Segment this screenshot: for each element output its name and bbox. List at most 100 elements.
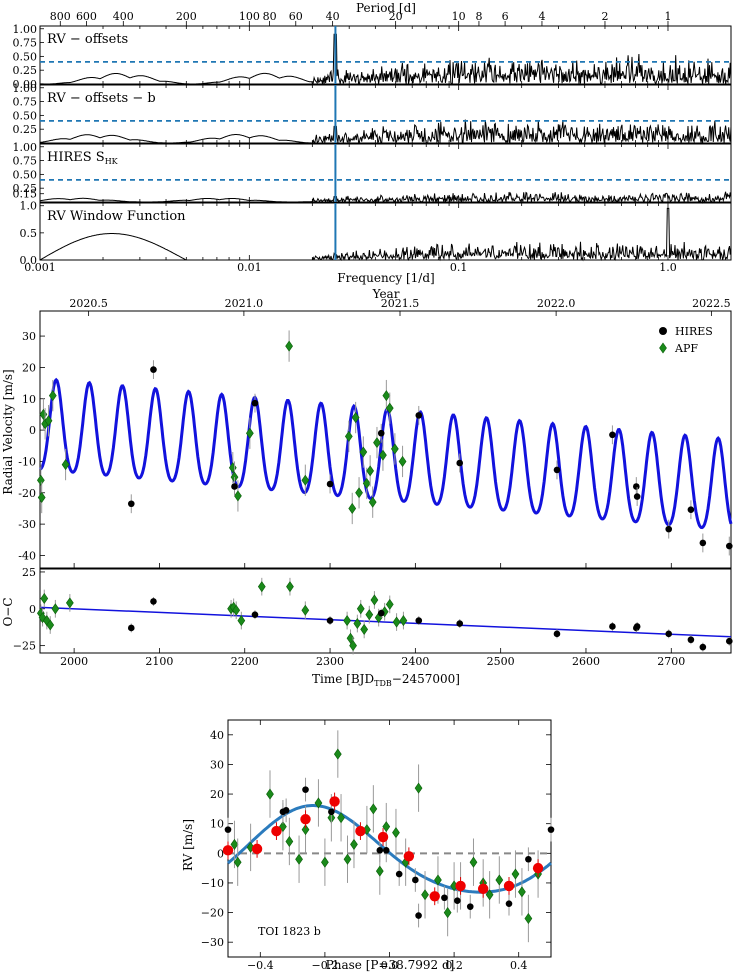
hires-phase-point — [282, 807, 290, 814]
apf-phase-point — [518, 886, 526, 898]
xtick-label: 2100 — [145, 655, 173, 668]
apf-phase-point — [443, 907, 452, 919]
xtick-label: 2200 — [231, 655, 259, 668]
ytick-label: 0.50 — [13, 168, 38, 181]
phased-rv-panel: −30 −20 −10 0 10 20 30 40 −0.4 −0.2 0.0 0.2 0.4 TOI 1… — [201, 719, 555, 972]
binned-point — [300, 814, 311, 825]
hires-phase-point — [454, 897, 461, 905]
period-tick-label: 800 — [50, 10, 71, 23]
panel-title: RV − offsets − b — [47, 91, 156, 106]
apf-point — [368, 496, 377, 508]
legend-label: HIRES — [675, 325, 713, 338]
apf-residual — [301, 604, 310, 616]
hires-point — [553, 466, 561, 474]
hires-point — [251, 399, 259, 407]
hires-point — [377, 429, 385, 437]
apf-residual — [343, 615, 351, 627]
apf-residual — [349, 640, 357, 652]
apf-residual — [51, 603, 60, 615]
year-ticks: 2020.5 2021.0 2021.5 2022.0 2022.5 — [69, 297, 731, 316]
period-tick-label: 80 — [263, 10, 277, 23]
apf-point — [37, 491, 46, 504]
periodogram-panel: 0.250.500.751.00 RV − offsets − b — [13, 82, 732, 145]
period-tick-label: 4 — [538, 10, 545, 23]
residual-ylabel: O−C — [1, 597, 15, 626]
hires-point — [456, 459, 464, 467]
ytick-label: 0 — [29, 424, 36, 437]
hires-point — [699, 539, 707, 547]
year-tick-label: 2020.5 — [69, 297, 108, 310]
year-tick-label: 2021.5 — [381, 297, 420, 310]
hires-phase-point — [547, 826, 555, 833]
hires-phase-point — [395, 870, 403, 878]
hires-residual — [251, 611, 259, 618]
year-axis-label: Year — [372, 287, 400, 301]
apf-phase-point — [337, 812, 345, 824]
panel-frame — [39, 84, 732, 144]
ytick-label: 0.50 — [13, 109, 38, 122]
apf-phase-point — [495, 874, 504, 886]
apf-point — [382, 390, 391, 402]
hires-residual — [553, 630, 561, 638]
ytick-label: 0.75 — [13, 96, 38, 109]
xtick-label: 2000 — [60, 655, 88, 668]
hires-point — [725, 542, 733, 550]
year-tick-label: 2022.5 — [692, 297, 731, 310]
hires-residual — [326, 617, 334, 624]
apf-phase-point — [511, 868, 520, 880]
apf-phase-point — [369, 803, 378, 815]
ytick-label: 30 — [210, 758, 224, 771]
apf-point — [366, 465, 375, 477]
xtick-label: 2700 — [657, 655, 685, 668]
hires-phase-point — [328, 808, 335, 816]
period-tick-label: 400 — [113, 10, 134, 23]
period-ticks: 800 600 400 200 100 80 60 40 20 10 8 6 4 2 1 — [50, 10, 671, 26]
hires-point — [415, 412, 423, 419]
apf-point — [359, 446, 368, 458]
xtick-label: 0.2 — [445, 959, 463, 972]
ytick-label: -30 — [18, 518, 36, 531]
apf-phase-point — [392, 827, 400, 839]
xtick-label: −0.4 — [247, 959, 274, 972]
hires-residual — [377, 609, 385, 617]
planet-annotation: TOI 1823 b — [258, 925, 321, 938]
hires-phase-point — [441, 894, 448, 902]
apf-phase-point — [350, 838, 358, 850]
xtick-label: 2400 — [401, 655, 429, 668]
apf-phase-point — [321, 856, 329, 868]
hires-residual — [699, 643, 707, 651]
frequency-tick-label: 0.1 — [450, 261, 468, 274]
apf-point — [373, 437, 381, 449]
binned-point — [532, 862, 544, 874]
ytick-label: 0.25 — [13, 182, 38, 195]
ytick-label: -20 — [18, 487, 36, 500]
apf-point — [245, 427, 254, 439]
hires-residual — [150, 598, 157, 605]
period-tick-label: 8 — [475, 10, 482, 23]
hires-residual — [609, 623, 616, 630]
phase-model-curve — [227, 804, 552, 894]
apf-phase-point — [469, 856, 478, 868]
ytick-label: −20 — [201, 907, 224, 920]
periodogram-panel: 0.0 0.5 1.0 RV Window Function — [20, 200, 732, 267]
residuals-panel: −25 0 25 2000 2100 2200 2300 2400 2500 2600 2700 — [13, 566, 733, 668]
timeseries-section: Year 2020.5 2021.0 2021.5 2022.0 2022.5 -40-… — [1, 287, 733, 688]
apf-residual — [365, 609, 374, 621]
apf-point — [61, 459, 70, 471]
hires-residual — [725, 637, 733, 645]
binned-point — [477, 883, 489, 895]
apf-point — [36, 474, 45, 486]
periodogram-curve — [40, 33, 732, 86]
apf-phase-point — [382, 821, 391, 833]
apf-phase-point — [285, 835, 294, 847]
ytick-label: 0.15 — [13, 188, 38, 201]
legend-marker-apf — [659, 342, 667, 354]
apf-point — [44, 415, 53, 427]
apf-residual — [38, 612, 47, 624]
apf-point — [285, 340, 293, 352]
year-tick-label: 2022.0 — [537, 297, 576, 310]
xtick-label: 0.4 — [510, 959, 528, 972]
xtick-label: 2300 — [316, 655, 344, 668]
apf-point — [362, 477, 371, 489]
ytick-label: 20 — [210, 788, 224, 801]
